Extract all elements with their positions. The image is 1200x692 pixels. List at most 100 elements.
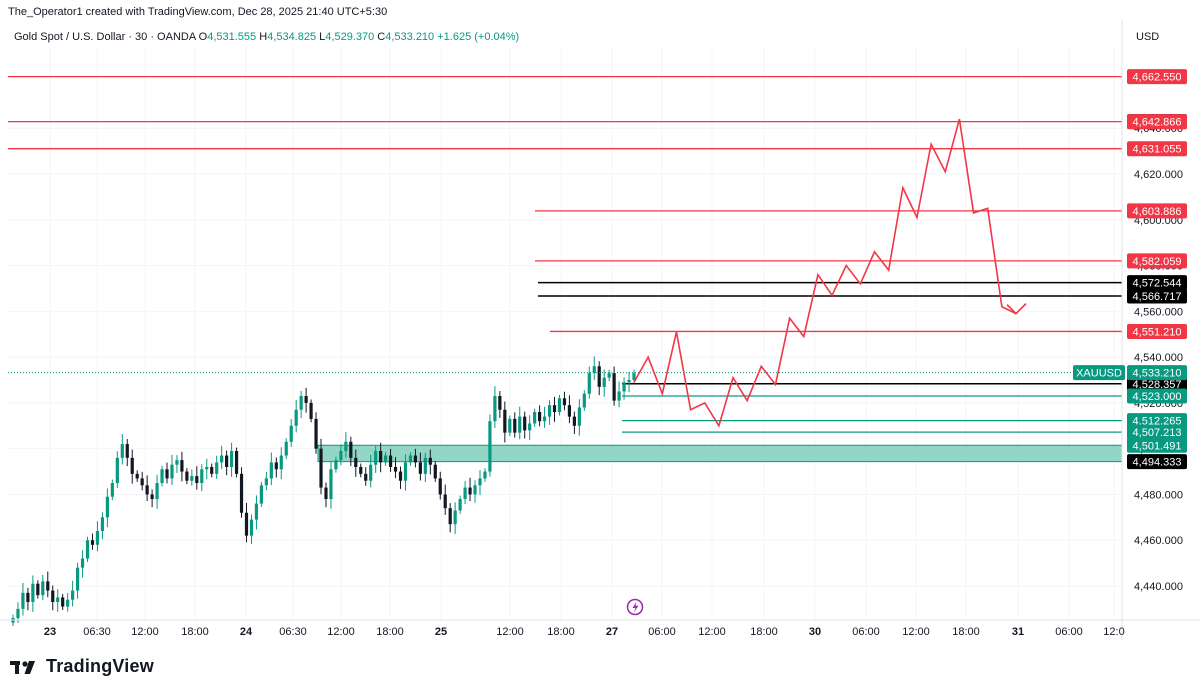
price-badge-teal[interactable]	[1127, 388, 1187, 404]
open-key: O	[198, 31, 208, 43]
candle-body	[95, 531, 100, 545]
candle-body	[602, 377, 606, 387]
price-badge-red[interactable]	[1127, 253, 1187, 269]
time-tick-label: 25	[435, 626, 447, 638]
price-badge-teal[interactable]	[1127, 424, 1187, 440]
candle-body	[190, 476, 194, 481]
price-badge-red-text: 4,582.059	[1133, 256, 1182, 268]
time-tick-label: 24	[240, 626, 253, 638]
candle-body	[349, 441, 353, 458]
candle-body	[324, 487, 328, 500]
time-tick-label: 12:0	[1103, 626, 1124, 638]
price-tick-label: 4,460.000	[1134, 535, 1183, 547]
candle-body	[100, 517, 105, 532]
price-badge-black[interactable]	[1127, 454, 1187, 470]
price-chart[interactable]: 4,440.0004,460.0004,480.0004,500.0004,52…	[0, 0, 1200, 650]
price-badge-black[interactable]	[1127, 288, 1187, 304]
dividend-event-icon[interactable]	[626, 598, 644, 616]
candle-body	[175, 460, 179, 465]
symbol-description[interactable]: Gold Spot / U.S. Dollar · 30 · OANDA	[14, 31, 196, 43]
price-badge-red[interactable]	[1127, 69, 1187, 85]
candle-body	[130, 457, 134, 474]
tradingview-logo-icon	[10, 660, 35, 674]
candle-body	[135, 473, 139, 479]
candle-body	[155, 483, 159, 500]
candle-body	[180, 460, 184, 472]
candle-body	[229, 450, 234, 467]
price-badge-teal-text: 4,507.213	[1133, 427, 1182, 439]
candle-body	[289, 425, 293, 442]
candle-body	[90, 540, 95, 545]
candle-body	[577, 407, 581, 426]
candle-body	[61, 597, 65, 607]
currency-label[interactable]: USD	[1136, 31, 1160, 43]
candle-body	[110, 483, 114, 497]
candle-body	[56, 597, 60, 603]
candle-body	[66, 599, 70, 607]
projection-path-layer	[633, 118, 1027, 428]
price-badge-red[interactable]	[1127, 114, 1187, 130]
current-price-badge-text: 4,533.210	[1133, 368, 1182, 380]
candle-body	[354, 457, 358, 467]
price-badge-red-text: 4,662.550	[1133, 72, 1182, 84]
candle-body	[453, 510, 457, 525]
candle-body	[483, 471, 487, 479]
time-tick-label: 23	[44, 626, 56, 638]
candle-body	[26, 592, 30, 603]
candle-body	[259, 485, 263, 504]
candle-body	[572, 416, 576, 426]
candles	[8, 356, 1122, 627]
price-badge-red[interactable]	[1127, 141, 1187, 157]
high-value: 4,534.825	[267, 31, 317, 43]
candle-body	[170, 464, 174, 479]
low-key: L	[319, 31, 326, 43]
high-key: H	[259, 31, 268, 43]
plot-background	[8, 48, 1122, 620]
price-badge-teal[interactable]	[1127, 413, 1187, 429]
candle-body	[418, 462, 422, 474]
candle-body	[244, 512, 249, 536]
candle-body	[85, 540, 90, 559]
candle-body	[607, 373, 611, 378]
candle-body	[359, 466, 363, 474]
demand-zone[interactable]	[317, 444, 1123, 463]
price-badge-teal[interactable]	[1127, 437, 1187, 453]
candle-body	[319, 448, 323, 488]
price-badge-red[interactable]	[1127, 323, 1187, 339]
tradingview-logo[interactable]: TradingView	[10, 656, 154, 677]
price-badge-black-text: 4,566.717	[1133, 291, 1182, 303]
low-value: 4,529.370	[325, 31, 375, 43]
candle-body	[71, 590, 75, 600]
candle-body	[304, 396, 308, 403]
symbol-badge-text: XAUUSD	[1076, 368, 1122, 380]
candle-body	[398, 471, 403, 481]
candle-body	[627, 380, 631, 383]
candle-body	[463, 487, 467, 500]
candle-body	[518, 416, 522, 433]
candle-body	[264, 478, 268, 486]
price-badge-red-text: 4,551.210	[1133, 326, 1182, 338]
price-badge-red-text: 4,631.055	[1133, 144, 1182, 156]
candle-body	[314, 418, 318, 449]
time-tick-label: 12:00	[496, 626, 524, 638]
candle-body	[632, 373, 636, 380]
current-price-badge[interactable]	[1127, 365, 1187, 381]
candle-body	[284, 441, 288, 456]
candle-body	[274, 462, 278, 470]
candle-body	[617, 391, 621, 401]
candle-body	[557, 398, 562, 413]
candle-body	[384, 455, 388, 463]
candle-body	[552, 405, 557, 413]
price-badge-black[interactable]	[1127, 275, 1187, 291]
time-tick-label: 06:00	[1055, 626, 1083, 638]
price-badge-black-text: 4,528.357	[1133, 379, 1182, 391]
price-badge-red[interactable]	[1127, 203, 1187, 219]
candle-body	[592, 366, 596, 374]
candle-body	[239, 473, 244, 513]
candle-body	[413, 455, 418, 463]
symbol-badge[interactable]	[1073, 365, 1125, 381]
projection-path[interactable]	[633, 118, 1017, 428]
candle-body	[523, 416, 527, 431]
candle-body	[433, 464, 437, 479]
attribution-text: The_Operator1 created with TradingView.c…	[8, 6, 388, 18]
